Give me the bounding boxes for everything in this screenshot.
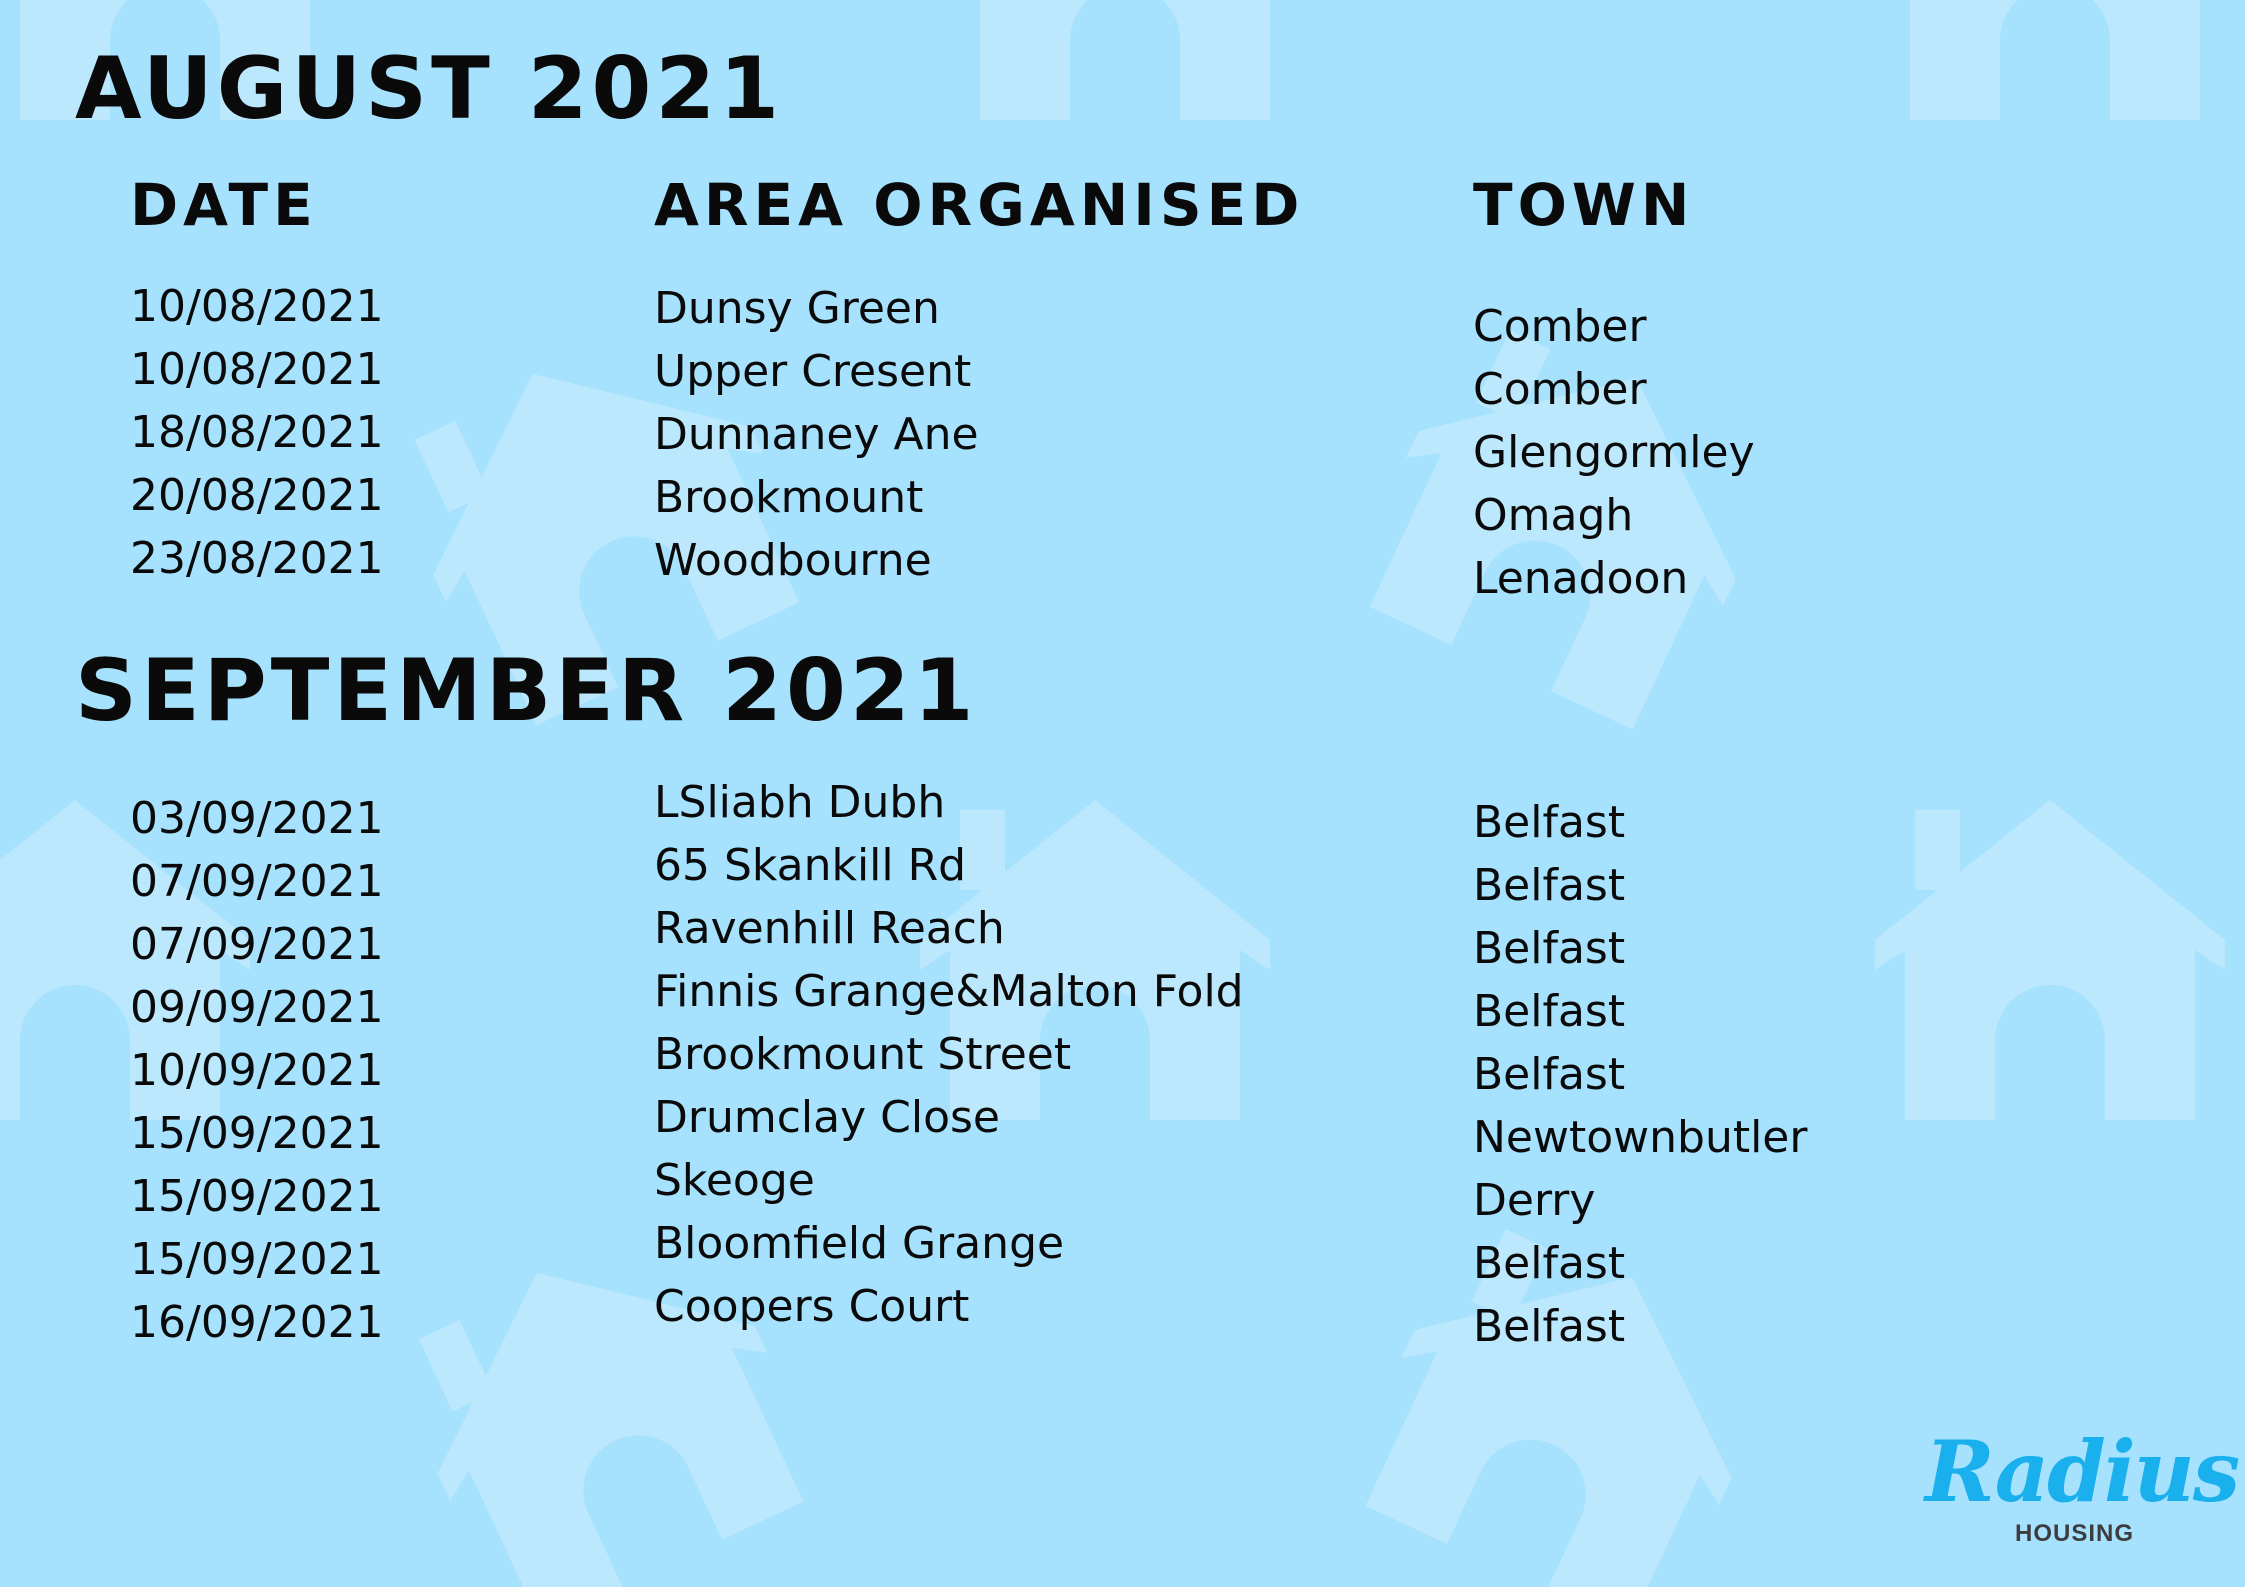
area-cell: LSliabh Dubh bbox=[654, 777, 946, 828]
september-areas-column: LSliabh Dubh 65 Skankill Rd Ravenhill Reac… bbox=[654, 771, 1244, 1338]
area-cell: Bloomfield Grange bbox=[654, 1218, 1065, 1269]
town-cell: Newtownbutler bbox=[1473, 1112, 1808, 1163]
town-cell: Derry bbox=[1473, 1175, 1596, 1226]
radius-housing-logo: Radius HOUSING bbox=[1925, 1430, 2240, 1550]
date-cell: 10/08/2021 bbox=[130, 281, 384, 332]
area-cell: Finnis Grange&Malton Fold bbox=[654, 966, 1244, 1017]
date-cell: 18/08/2021 bbox=[130, 407, 384, 458]
date-cell: 15/09/2021 bbox=[130, 1171, 384, 1222]
town-cell: Belfast bbox=[1473, 1301, 1626, 1352]
header-date: DATE bbox=[130, 171, 318, 239]
date-cell: 03/09/2021 bbox=[130, 793, 384, 844]
logo-subtitle: HOUSING bbox=[2015, 1520, 2135, 1547]
august-areas-column: Dunsy Green Upper Cresent Dunnaney Ane Broo… bbox=[654, 277, 979, 592]
date-cell: 07/09/2021 bbox=[130, 919, 384, 970]
september-title: SEPTEMBER 2021 bbox=[75, 641, 978, 741]
area-cell: Brookmount bbox=[654, 472, 924, 523]
area-cell: Dunsy Green bbox=[654, 283, 940, 334]
town-cell: Omagh bbox=[1473, 490, 1634, 541]
town-cell: Belfast bbox=[1473, 797, 1626, 848]
area-cell: Drumclay Close bbox=[654, 1092, 1000, 1143]
area-cell: Brookmount Street bbox=[654, 1029, 1072, 1080]
area-cell: Upper Cresent bbox=[654, 346, 972, 397]
area-cell: Coopers Court bbox=[654, 1281, 970, 1332]
town-cell: Belfast bbox=[1473, 1238, 1626, 1289]
town-cell: Glengormley bbox=[1473, 427, 1755, 478]
date-cell: 10/08/2021 bbox=[130, 344, 384, 395]
town-cell: Belfast bbox=[1473, 986, 1626, 1037]
town-cell: Lenadoon bbox=[1473, 553, 1689, 604]
august-towns-column: Comber Comber Glengormley Omagh Lenadoon bbox=[1473, 295, 1755, 610]
september-dates-column: 03/09/2021 07/09/2021 07/09/2021 09/09/2021… bbox=[130, 787, 384, 1354]
logo-wordmark: Radius bbox=[1925, 1422, 2240, 1521]
september-towns-column: Belfast Belfast Belfast Belfast Belfast Newto… bbox=[1473, 791, 1807, 1358]
area-cell: 65 Skankill Rd bbox=[654, 840, 967, 891]
town-cell: Comber bbox=[1473, 364, 1647, 415]
header-town: TOWN bbox=[1473, 171, 1695, 239]
town-cell: Belfast bbox=[1473, 923, 1626, 974]
area-cell: Woodbourne bbox=[654, 535, 932, 586]
august-title: AUGUST 2021 bbox=[75, 39, 784, 139]
date-cell: 20/08/2021 bbox=[130, 470, 384, 521]
date-cell: 15/09/2021 bbox=[130, 1108, 384, 1159]
date-cell: 09/09/2021 bbox=[130, 982, 384, 1033]
date-cell: 15/09/2021 bbox=[130, 1234, 384, 1285]
town-cell: Belfast bbox=[1473, 860, 1626, 911]
town-cell: Belfast bbox=[1473, 1049, 1626, 1100]
header-area-organised: AREA ORGANISED bbox=[654, 171, 1305, 239]
area-cell: Ravenhill Reach bbox=[654, 903, 1005, 954]
date-cell: 23/08/2021 bbox=[130, 533, 384, 584]
house-icon bbox=[950, 0, 1300, 120]
date-cell: 10/09/2021 bbox=[130, 1045, 384, 1096]
house-icon bbox=[1880, 0, 2230, 120]
house-icon bbox=[1875, 800, 2225, 1120]
august-dates-column: 10/08/2021 10/08/2021 18/08/2021 20/08/2021… bbox=[130, 275, 384, 590]
date-cell: 07/09/2021 bbox=[130, 856, 384, 907]
town-cell: Comber bbox=[1473, 301, 1647, 352]
area-cell: Skeoge bbox=[654, 1155, 815, 1206]
date-cell: 16/09/2021 bbox=[130, 1297, 384, 1348]
area-cell: Dunnaney Ane bbox=[654, 409, 979, 460]
